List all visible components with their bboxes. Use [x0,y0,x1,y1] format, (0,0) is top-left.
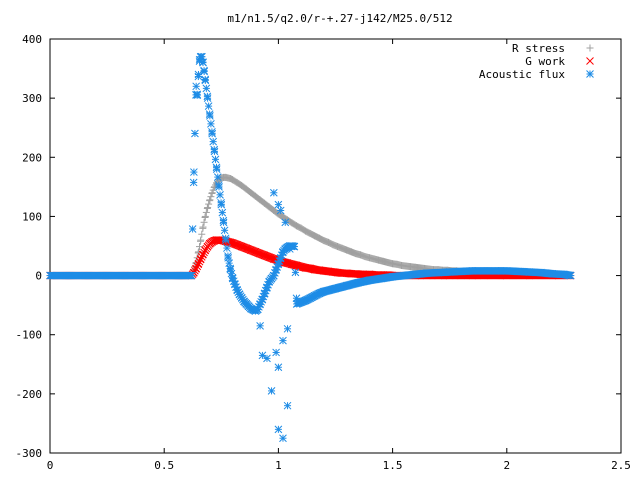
data-point [191,130,198,137]
data-point [257,322,264,329]
data-point [201,68,208,75]
data-point [273,349,280,356]
data-point [197,237,204,244]
x-tick-label: 1.5 [383,459,403,472]
data-point [198,231,205,238]
data-point [202,213,209,220]
series-r-stress [47,174,575,279]
data-point [221,227,228,234]
data-point [217,191,224,198]
data-point [188,272,195,279]
x-tick-label: 0.5 [154,459,174,472]
legend-label: Acoustic flux [479,68,565,81]
y-tick-label: 0 [35,270,42,283]
legend-marker [587,45,594,52]
data-point [204,204,211,211]
data-point [279,435,286,442]
data-point [282,219,289,226]
y-tick-label: 300 [22,92,42,105]
data-point [211,148,218,155]
data-point [205,201,212,208]
series-acoustic-flux [47,53,575,441]
data-point [284,402,291,409]
legend-label: R stress [512,42,565,55]
data-point [275,426,282,433]
y-tick-label: 400 [22,33,42,46]
x-tick-label: 2.5 [611,459,631,472]
data-point [212,156,219,163]
data-point [279,337,286,344]
data-point [220,219,227,226]
legend-marker [587,58,594,65]
x-tick-label: 2 [503,459,510,472]
y-tick-label: -100 [16,329,43,342]
axis-tick-labels: 0 0.5 1 1.5 2 2.5 -300 -200 -100 0 100 200 300 400 [16,33,631,472]
data-point [193,83,200,90]
legend-label: G work [525,55,565,68]
data-point [214,174,221,181]
data-point [194,92,201,99]
data-point [204,95,211,102]
data-point [223,245,230,252]
data-point [200,224,207,231]
data-point [268,387,275,394]
data-point [277,207,284,214]
x-tick-label: 0 [47,459,54,472]
data-point [286,245,293,252]
data-point [201,219,208,226]
data-point [275,364,282,371]
data-point [216,183,223,190]
data-point [219,209,226,216]
data-point [206,196,213,203]
legend-marker [587,71,594,78]
series-layer [47,53,575,441]
data-point [218,201,225,208]
data-point [209,130,216,137]
data-point [203,209,210,216]
data-point [190,169,197,176]
y-tick-label: 100 [22,210,42,223]
data-point [213,166,220,173]
data-point [567,272,574,279]
chart-title: m1/n1.5/q2.0/r-+.27-j142/M25.0/512 [227,12,452,25]
data-point [207,120,214,127]
data-point [200,59,207,66]
data-point [202,77,209,84]
data-point [270,189,277,196]
x-tick-label: 1 [275,459,282,472]
data-point [207,193,214,200]
data-point [189,225,196,232]
data-point [222,237,229,244]
data-point [190,179,197,186]
y-tick-label: -200 [16,388,43,401]
y-tick-label: 200 [22,151,42,164]
y-tick-label: -300 [16,447,43,460]
data-point [292,269,299,276]
data-point [284,325,291,332]
data-point [203,85,210,92]
data-point [210,138,217,145]
data-point [263,355,270,362]
data-point [205,103,212,110]
data-point [259,352,266,359]
data-point [206,112,213,119]
